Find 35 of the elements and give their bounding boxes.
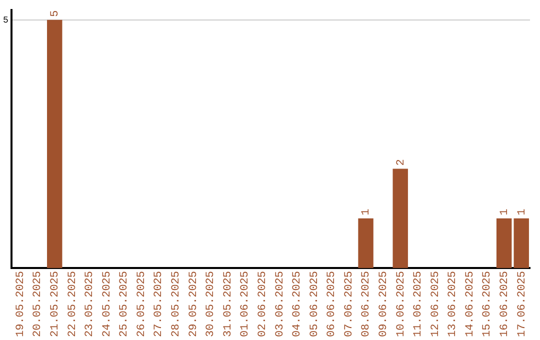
- x-tick-label: 24.05.2025: [101, 270, 114, 338]
- x-tick-label: 14.06.2025: [464, 270, 476, 338]
- x-tick-label: 09.06.2025: [378, 270, 390, 338]
- x-tick-label: 21.05.2025: [50, 270, 62, 338]
- x-tick-label: 29.05.2025: [188, 270, 200, 338]
- x-tick-label: 10.06.2025: [395, 270, 408, 338]
- x-tick-label: 02.06.2025: [256, 270, 269, 338]
- x-tick-label: 27.05.2025: [153, 270, 166, 338]
- x-tick-label: 11.06.2025: [412, 270, 425, 338]
- x-tick-label: 15.06.2025: [482, 270, 494, 338]
- x-tick-label: 07.06.2025: [343, 270, 356, 338]
- x-tick-label: 28.05.2025: [170, 270, 183, 338]
- x-tick-label: 06.06.2025: [326, 270, 338, 338]
- data-label: 1: [360, 208, 373, 216]
- x-tick-label: 05.06.2025: [308, 270, 321, 338]
- x-tick-label: 23.05.2025: [84, 270, 96, 338]
- x-tick-label: 16.06.2025: [498, 270, 511, 338]
- data-label: 1: [516, 208, 528, 216]
- x-tick-label: 01.06.2025: [240, 270, 252, 338]
- x-tick-label: 19.05.2025: [14, 270, 27, 338]
- x-tick-label: 03.06.2025: [274, 270, 286, 338]
- data-label: 5: [50, 10, 62, 17]
- x-tick-label: 12.06.2025: [430, 270, 442, 338]
- data-label: 2: [395, 159, 408, 166]
- data-label: 1: [498, 208, 511, 216]
- x-tick-label: 08.06.2025: [360, 270, 373, 338]
- x-tick-label: 30.05.2025: [205, 270, 218, 338]
- x-tick-label: 13.06.2025: [447, 270, 460, 338]
- x-tick-label: 17.06.2025: [516, 270, 528, 338]
- x-tick-label: 26.05.2025: [136, 270, 148, 338]
- x-tick-label: 25.05.2025: [118, 270, 131, 338]
- x-tick-label: 04.06.2025: [292, 270, 304, 338]
- x-tick-label: 31.05.2025: [222, 270, 234, 338]
- x-tick-label: 22.05.2025: [66, 270, 79, 338]
- x-tick-label: 20.05.2025: [32, 270, 44, 338]
